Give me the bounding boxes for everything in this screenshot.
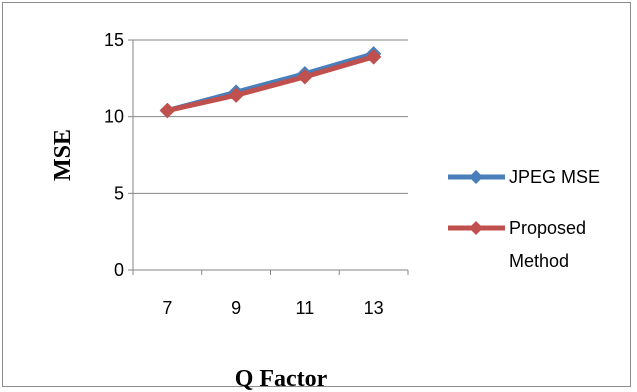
y-tick-labels: 0 5 10 15 xyxy=(104,30,124,280)
y-tick-label: 0 xyxy=(114,260,124,280)
x-tick-label: 7 xyxy=(162,298,172,318)
y-tick-label: 10 xyxy=(104,107,124,127)
legend-label: JPEG MSE xyxy=(509,167,600,187)
series-line-1 xyxy=(166,54,375,113)
data-point xyxy=(228,87,244,103)
x-tick-labels: 7 9 11 13 xyxy=(162,298,383,318)
y-tick-label: 5 xyxy=(114,183,124,203)
x-tick-label: 11 xyxy=(296,298,315,318)
y-axis-title: MSE xyxy=(50,129,76,181)
legend-label: Method xyxy=(509,251,569,271)
legend-label: Proposed xyxy=(509,218,586,238)
x-axis-title: Q Factor xyxy=(235,366,328,392)
x-tick-label: 13 xyxy=(364,298,384,318)
y-tick-label: 15 xyxy=(104,30,124,50)
legend-swatch-marker xyxy=(469,170,483,184)
data-point xyxy=(159,102,176,119)
legend-swatch-marker xyxy=(469,221,483,235)
data-point xyxy=(365,49,382,65)
series-lines xyxy=(159,46,382,119)
chart-frame xyxy=(2,2,631,387)
axes xyxy=(128,39,409,275)
x-tick-label: 9 xyxy=(231,298,241,318)
gridlines xyxy=(133,39,408,194)
legend: JPEG MSE Proposed Method xyxy=(448,167,600,271)
data-point xyxy=(297,69,313,85)
